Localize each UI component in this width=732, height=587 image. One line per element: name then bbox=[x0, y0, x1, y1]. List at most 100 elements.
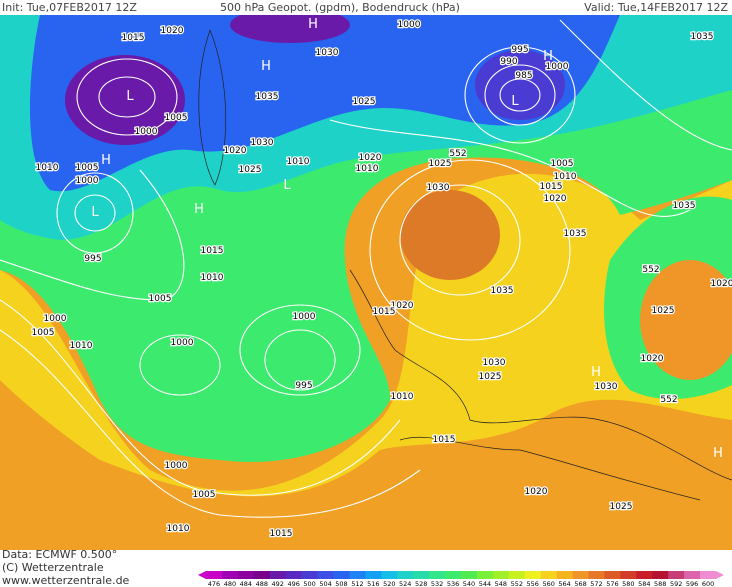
isobar-label: 1015 bbox=[122, 33, 145, 43]
legend-swatch bbox=[700, 571, 717, 579]
website: www.wetterzentrale.de bbox=[2, 574, 130, 587]
isobar-label: 1005 bbox=[76, 163, 99, 173]
isobar-label: 1025 bbox=[353, 97, 376, 107]
isobar-label: 1035 bbox=[673, 201, 696, 211]
isobar-label: 1035 bbox=[256, 92, 279, 102]
legend-swatch bbox=[206, 571, 223, 579]
legend-level: 556 bbox=[527, 580, 539, 587]
legend-level: 592 bbox=[670, 580, 682, 587]
legend-swatch bbox=[668, 571, 685, 579]
legend-swatch bbox=[365, 571, 382, 579]
legend-level: 544 bbox=[479, 580, 491, 587]
legend-level: 484 bbox=[240, 580, 252, 587]
isobar-label: 985 bbox=[515, 71, 532, 81]
isobar-label: 1015 bbox=[433, 435, 456, 445]
isobar-label: 1035 bbox=[564, 229, 587, 239]
pressure-center: H bbox=[713, 446, 723, 461]
isobar-label: 552 bbox=[449, 149, 466, 159]
isobar-label: 1025 bbox=[479, 372, 502, 382]
isobar-label: 1020 bbox=[525, 487, 548, 497]
map-title: 500 hPa Geopot. (gpdm), Bodendruck (hPa) bbox=[220, 1, 460, 14]
legend-swatch bbox=[684, 571, 701, 579]
legend-level: 596 bbox=[686, 580, 698, 587]
legend-swatch bbox=[413, 571, 430, 579]
isobar-label: 1030 bbox=[483, 358, 506, 368]
legend-swatch bbox=[397, 571, 414, 579]
legend-level: 552 bbox=[511, 580, 523, 587]
legend-level: 508 bbox=[335, 580, 347, 587]
isobar-label: 1010 bbox=[167, 524, 190, 534]
legend-swatch bbox=[588, 571, 605, 579]
isobar-label: 1010 bbox=[36, 163, 59, 173]
legend-swatch bbox=[620, 571, 637, 579]
isobar-label: 990 bbox=[500, 57, 517, 67]
isobar-label: 552 bbox=[660, 395, 677, 405]
legend-swatch bbox=[461, 571, 478, 579]
isobar-label: 1025 bbox=[429, 159, 452, 169]
valid-time: Valid: Tue,14FEB2017 12Z bbox=[584, 1, 728, 14]
isobar-label: 1000 bbox=[76, 176, 99, 186]
isobar-label: 1005 bbox=[193, 490, 216, 500]
isobar-label: 1020 bbox=[161, 26, 184, 36]
isobar-label: 1030 bbox=[427, 183, 450, 193]
legend-swatch bbox=[301, 571, 318, 579]
legend-swatch bbox=[429, 571, 446, 579]
isobar-label: 1005 bbox=[32, 328, 55, 338]
legend-level: 564 bbox=[558, 580, 570, 587]
isobar-label: 995 bbox=[295, 381, 312, 391]
isobar-label: 1020 bbox=[224, 146, 247, 156]
legend-level: 600 bbox=[702, 580, 714, 587]
legend-swatch bbox=[445, 571, 462, 579]
legend-swatch bbox=[221, 571, 239, 579]
isobar-label: 1015 bbox=[201, 246, 224, 256]
legend-level: 500 bbox=[303, 580, 315, 587]
isobar-label: 1030 bbox=[316, 48, 339, 58]
pressure-center: H bbox=[591, 365, 601, 380]
legend-level: 488 bbox=[256, 580, 268, 587]
legend-level: 516 bbox=[367, 580, 379, 587]
isobar-label: 1020 bbox=[391, 301, 414, 311]
legend-swatch bbox=[524, 571, 541, 579]
isobar-label: 1020 bbox=[544, 194, 567, 204]
legend-level: 548 bbox=[495, 580, 507, 587]
pressure-center: H bbox=[194, 202, 204, 217]
isobars bbox=[0, 19, 732, 518]
isobar-label: 1015 bbox=[540, 182, 563, 192]
pressure-center: L bbox=[283, 178, 291, 193]
isobar-label: 1000 bbox=[398, 20, 421, 30]
isobar-label: 1005 bbox=[165, 113, 188, 123]
isobar-label: 1015 bbox=[373, 307, 396, 317]
legend-level: 576 bbox=[606, 580, 618, 587]
legend-swatch bbox=[476, 571, 494, 579]
legend-level: 560 bbox=[542, 580, 554, 587]
isobar-label: 1020 bbox=[641, 354, 664, 364]
isobar-label: 1025 bbox=[652, 306, 675, 316]
isobar-labels: 1015102010301000995990985100010351005100… bbox=[30, 17, 732, 540]
legend-level: 584 bbox=[638, 580, 650, 587]
pressure-center: L bbox=[511, 94, 519, 109]
isobar-label: 1005 bbox=[149, 294, 172, 304]
pressure-center: H bbox=[308, 17, 318, 32]
pressure-center: L bbox=[91, 205, 99, 220]
legend-swatch bbox=[317, 571, 334, 579]
legend-level: 568 bbox=[574, 580, 586, 587]
legend-swatch bbox=[381, 571, 398, 579]
copyright: (C) Wetterzentrale bbox=[2, 561, 104, 574]
isobar-label: 1010 bbox=[356, 164, 379, 174]
legend-level: 480 bbox=[224, 580, 236, 587]
isobar-label: 1030 bbox=[595, 382, 618, 392]
legend-level: 540 bbox=[463, 580, 475, 587]
legend-arrow-right bbox=[716, 571, 724, 579]
pressure-center: H bbox=[101, 153, 111, 168]
legend-swatch bbox=[556, 571, 573, 579]
legend-level: 492 bbox=[272, 580, 284, 587]
legend-swatch bbox=[604, 571, 621, 579]
legend-swatch bbox=[636, 571, 653, 579]
isobar-label: 1010 bbox=[287, 157, 310, 167]
isobar-label: 1000 bbox=[135, 127, 158, 137]
isobar-label: 1035 bbox=[491, 286, 514, 296]
legend-level: 512 bbox=[351, 580, 363, 587]
legend-swatch bbox=[237, 571, 255, 579]
legend-level: 520 bbox=[383, 580, 395, 587]
